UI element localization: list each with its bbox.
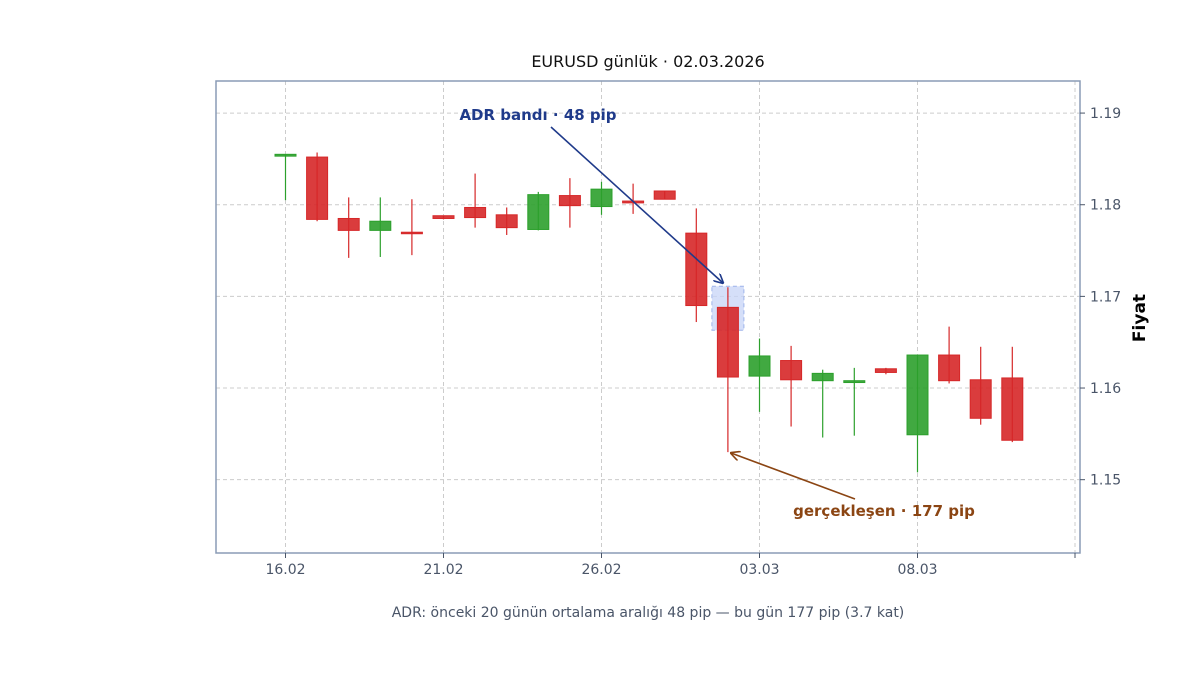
candle-body	[874, 368, 897, 373]
candle-up	[274, 153, 297, 201]
x-axis-ticks: 16.02 21.02 26.02 03.03 08.03	[265, 553, 1076, 578]
candle-body	[685, 232, 708, 307]
grid-lines	[216, 81, 1080, 553]
y-tick-label: 1.17	[1090, 289, 1121, 305]
candle-down	[306, 152, 329, 222]
candle-down	[337, 197, 360, 258]
candle-body	[432, 215, 455, 219]
candle-body	[464, 206, 487, 219]
x-tick-label: 16.02	[265, 562, 305, 578]
x-tick-label: 26.02	[581, 562, 621, 578]
y-axis-label: Fiyat	[1130, 294, 1150, 342]
realized-range-annotation: gerçekleşen · 177 pip	[793, 502, 975, 520]
chart-caption: ADR: önceki 20 günün ortalama aralığı 48…	[392, 605, 905, 621]
y-tick-label: 1.19	[1090, 106, 1121, 122]
chart-title: EURUSD günlük · 02.03.2026	[531, 52, 764, 71]
candle-up	[369, 197, 392, 257]
candle-body	[748, 355, 771, 377]
candle-down	[780, 345, 803, 427]
candle-down	[938, 326, 961, 384]
candle-body	[306, 156, 329, 220]
candle-body	[653, 190, 676, 200]
candles-layer	[274, 152, 1024, 473]
candle-up	[748, 338, 771, 412]
plot-frame	[215, 80, 1081, 554]
y-tick-label: 1.15	[1090, 473, 1121, 489]
candle-body	[495, 214, 518, 229]
candle-down	[716, 287, 739, 453]
candle-body	[843, 380, 866, 384]
candle-down	[495, 207, 518, 235]
adr-band-annotation: ADR bandı · 48 pip	[459, 106, 616, 124]
candle-body	[1001, 377, 1024, 441]
candle-down	[969, 346, 992, 425]
candle-body	[716, 306, 739, 378]
candle-body	[400, 231, 423, 235]
candle-body	[337, 217, 360, 231]
candle-body	[590, 188, 613, 208]
candle-down	[622, 183, 645, 214]
candle-down	[1001, 346, 1024, 443]
candle-up	[843, 367, 866, 436]
x-tick-label: 03.03	[739, 562, 779, 578]
y-axis-ticks: 1.15 1.16 1.17 1.18 1.19	[1080, 106, 1121, 489]
x-tick-label: 21.02	[423, 562, 463, 578]
candle-down	[653, 190, 676, 200]
candle-down	[432, 215, 455, 220]
candle-body	[369, 220, 392, 231]
candle-down	[685, 208, 708, 323]
adr-band-arrow	[550, 126, 723, 283]
candle-body	[938, 354, 961, 382]
candle-up	[906, 354, 929, 473]
candle-body	[906, 354, 929, 436]
x-tick-label: 08.03	[897, 562, 937, 578]
candle-down	[558, 178, 581, 228]
candle-body	[811, 372, 834, 382]
candle-body	[780, 360, 803, 381]
candle-body	[558, 195, 581, 207]
y-tick-label: 1.16	[1090, 381, 1121, 397]
realized-range-arrow	[731, 453, 856, 500]
candle-up	[527, 191, 550, 231]
candle-down	[400, 199, 423, 256]
candle-body	[969, 379, 992, 419]
candle-body	[274, 153, 297, 157]
candle-up	[811, 369, 834, 438]
annotations-layer: ADR bandı · 48 pip gerçekleşen · 177 pip	[459, 106, 975, 520]
candle-body	[527, 194, 550, 230]
y-tick-label: 1.18	[1090, 198, 1121, 214]
candle-down	[464, 173, 487, 228]
candle-up	[590, 181, 613, 215]
candle-down	[874, 367, 897, 375]
